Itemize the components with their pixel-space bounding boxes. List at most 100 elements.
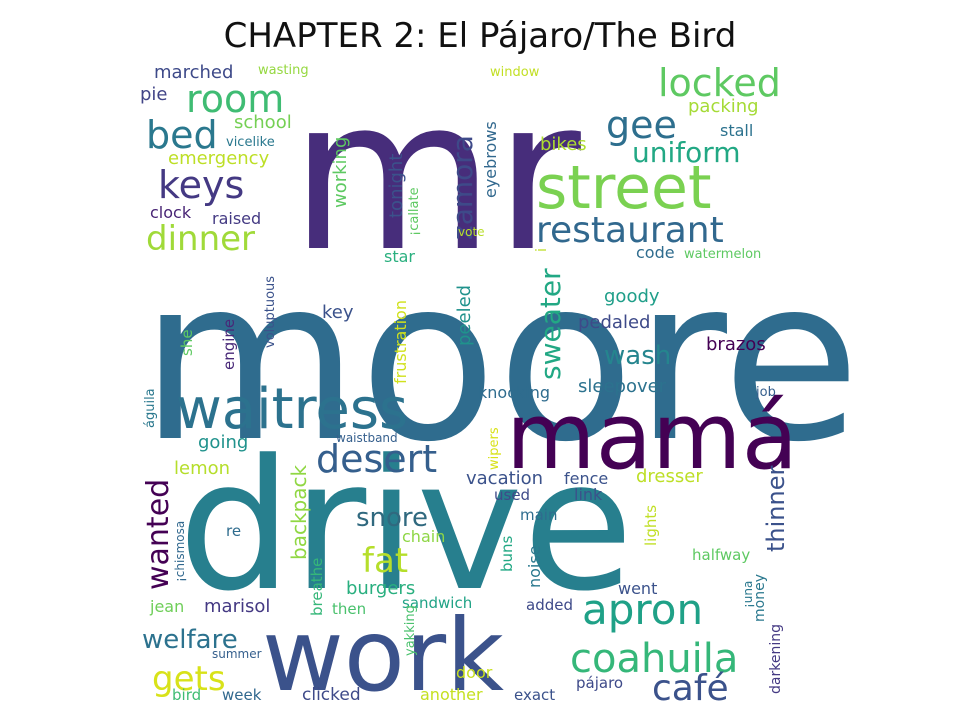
word-40: window <box>490 65 540 80</box>
word-52: goody <box>604 286 660 307</box>
word-28: backpack <box>287 465 311 560</box>
word-20: fat <box>362 541 408 581</box>
word-85: then <box>332 600 366 618</box>
word-48: watermelon <box>684 247 761 262</box>
word-74: lights <box>642 505 660 546</box>
word-62: going <box>198 432 248 453</box>
word-2: drive <box>178 422 634 631</box>
word-0: mr <box>290 53 582 298</box>
word-53: pedaled <box>578 312 650 333</box>
word-8: apron <box>582 585 703 634</box>
word-21: gets <box>152 659 226 699</box>
word-36: working <box>330 137 351 208</box>
word-58: knocking <box>478 383 550 402</box>
word-37: tonight <box>386 154 407 218</box>
word-96: clicked <box>302 685 361 705</box>
word-89: summer <box>212 647 262 661</box>
word-45: vote <box>458 225 485 239</box>
word-22: café <box>652 668 729 709</box>
word-7: restaurant <box>536 210 724 251</box>
word-83: jean <box>149 597 184 616</box>
word-15: desert <box>316 437 437 481</box>
word-17: uniform <box>632 136 741 169</box>
word-1: moore <box>140 230 860 492</box>
word-35: raised <box>212 209 261 228</box>
word-44: ¡callate <box>407 187 422 236</box>
word-41: packing <box>688 96 759 117</box>
word-72: re <box>226 522 241 540</box>
word-87: added <box>526 596 573 614</box>
word-19: wanted <box>141 479 176 590</box>
word-61: águila <box>143 388 158 428</box>
word-81: went <box>618 579 657 598</box>
word-27: thinner <box>762 466 790 552</box>
word-55: voluptuous <box>263 276 278 348</box>
word-59: sleepover <box>578 376 667 397</box>
word-16: gee <box>606 103 677 147</box>
word-56: engine <box>220 319 238 370</box>
word-49: key <box>322 302 354 323</box>
word-80: burgers <box>346 578 415 599</box>
word-13: keys <box>158 163 244 207</box>
word-91: darkening <box>768 624 784 694</box>
word-47: code <box>636 243 675 262</box>
word-78: noise <box>525 545 544 588</box>
word-42: stall <box>720 121 753 140</box>
word-33: emergency <box>168 148 270 169</box>
word-92: door <box>456 663 493 682</box>
word-18: zamora <box>446 135 479 240</box>
word-60: job <box>755 385 776 400</box>
word-98: exact <box>514 686 555 704</box>
word-4: mamá <box>506 383 798 490</box>
word-31: school <box>234 112 292 133</box>
word-71: ¡chismosa <box>173 521 187 582</box>
word-5: waitress <box>176 377 408 442</box>
word-46: star <box>384 247 415 266</box>
word-39: wasting <box>258 63 309 78</box>
word-99: i <box>534 248 550 252</box>
word-79: halfway <box>692 546 750 564</box>
word-95: week <box>222 686 262 704</box>
word-43: bikes <box>540 134 587 155</box>
word-65: lemon <box>174 458 230 479</box>
word-64: wipers <box>487 427 502 470</box>
word-10: locked <box>658 61 781 105</box>
word-32: vicelike <box>226 135 275 150</box>
word-70: link <box>574 485 603 504</box>
word-24: snore <box>356 503 428 533</box>
word-94: bird <box>172 686 201 704</box>
word-57: she <box>178 329 196 356</box>
word-97: another <box>420 685 483 704</box>
word-34: clock <box>150 203 192 222</box>
word-6: street <box>536 153 712 223</box>
word-82: money <box>752 574 768 622</box>
word-12: bed <box>146 113 218 157</box>
word-76: breathe <box>308 558 326 616</box>
word-77: buns <box>498 535 516 572</box>
word-3: work <box>262 597 504 714</box>
word-14: dinner <box>146 219 255 259</box>
word-88: ¡una <box>741 581 755 608</box>
word-11: room <box>186 77 284 121</box>
word-50: frustration <box>391 300 410 384</box>
word-23: welfare <box>142 625 238 655</box>
word-68: dresser <box>636 466 703 487</box>
word-25: sweater <box>534 268 567 380</box>
word-54: brazos <box>706 334 766 355</box>
word-26: wash <box>604 341 671 371</box>
word-67: fence <box>564 469 608 488</box>
word-30: pie <box>140 84 168 105</box>
word-38: eyebrows <box>481 121 500 198</box>
word-93: pájaro <box>576 674 623 692</box>
word-66: vacation <box>466 468 543 489</box>
word-86: sandwich <box>402 594 472 612</box>
word-63: waistband <box>336 431 398 445</box>
word-69: used <box>494 486 530 504</box>
word-90: yakking <box>403 605 418 656</box>
word-29: marched <box>154 62 233 83</box>
word-73: main <box>520 506 557 524</box>
word-9: coahuila <box>570 636 738 682</box>
word-84: marisol <box>204 596 270 617</box>
word-75: chain <box>402 527 445 546</box>
